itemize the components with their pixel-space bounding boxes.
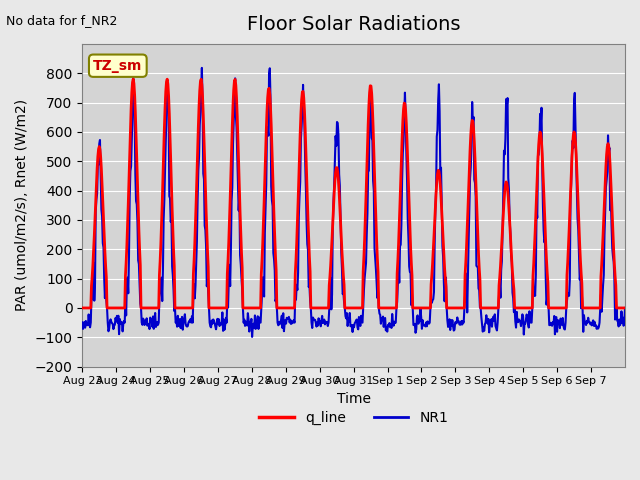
q_line [79,305,86,311]
q_line [243,305,250,311]
NR1 [198,65,205,71]
NR1 [243,320,250,325]
q_line [269,192,277,197]
q_line [143,305,150,311]
q_line [441,265,449,271]
q_line [410,305,418,311]
Text: TZ_sm: TZ_sm [93,59,143,72]
NR1 [270,256,278,262]
NR1 [79,320,86,325]
Line: q_line: q_line [83,79,625,308]
q_line [290,305,298,311]
q_line [621,305,629,311]
X-axis label: Time: Time [337,392,371,406]
Legend: q_line, NR1: q_line, NR1 [253,406,454,431]
NR1 [142,319,150,325]
NR1 [621,305,629,311]
q_line [129,76,137,82]
NR1 [248,334,256,340]
Text: No data for f_NR2: No data for f_NR2 [6,14,118,27]
NR1 [442,280,449,286]
Title: Floor Solar Radiations: Floor Solar Radiations [247,15,460,34]
NR1 [291,320,298,325]
NR1 [411,321,419,327]
Line: NR1: NR1 [83,68,625,337]
Y-axis label: PAR (umol/m2/s), Rnet (W/m2): PAR (umol/m2/s), Rnet (W/m2) [15,99,29,312]
